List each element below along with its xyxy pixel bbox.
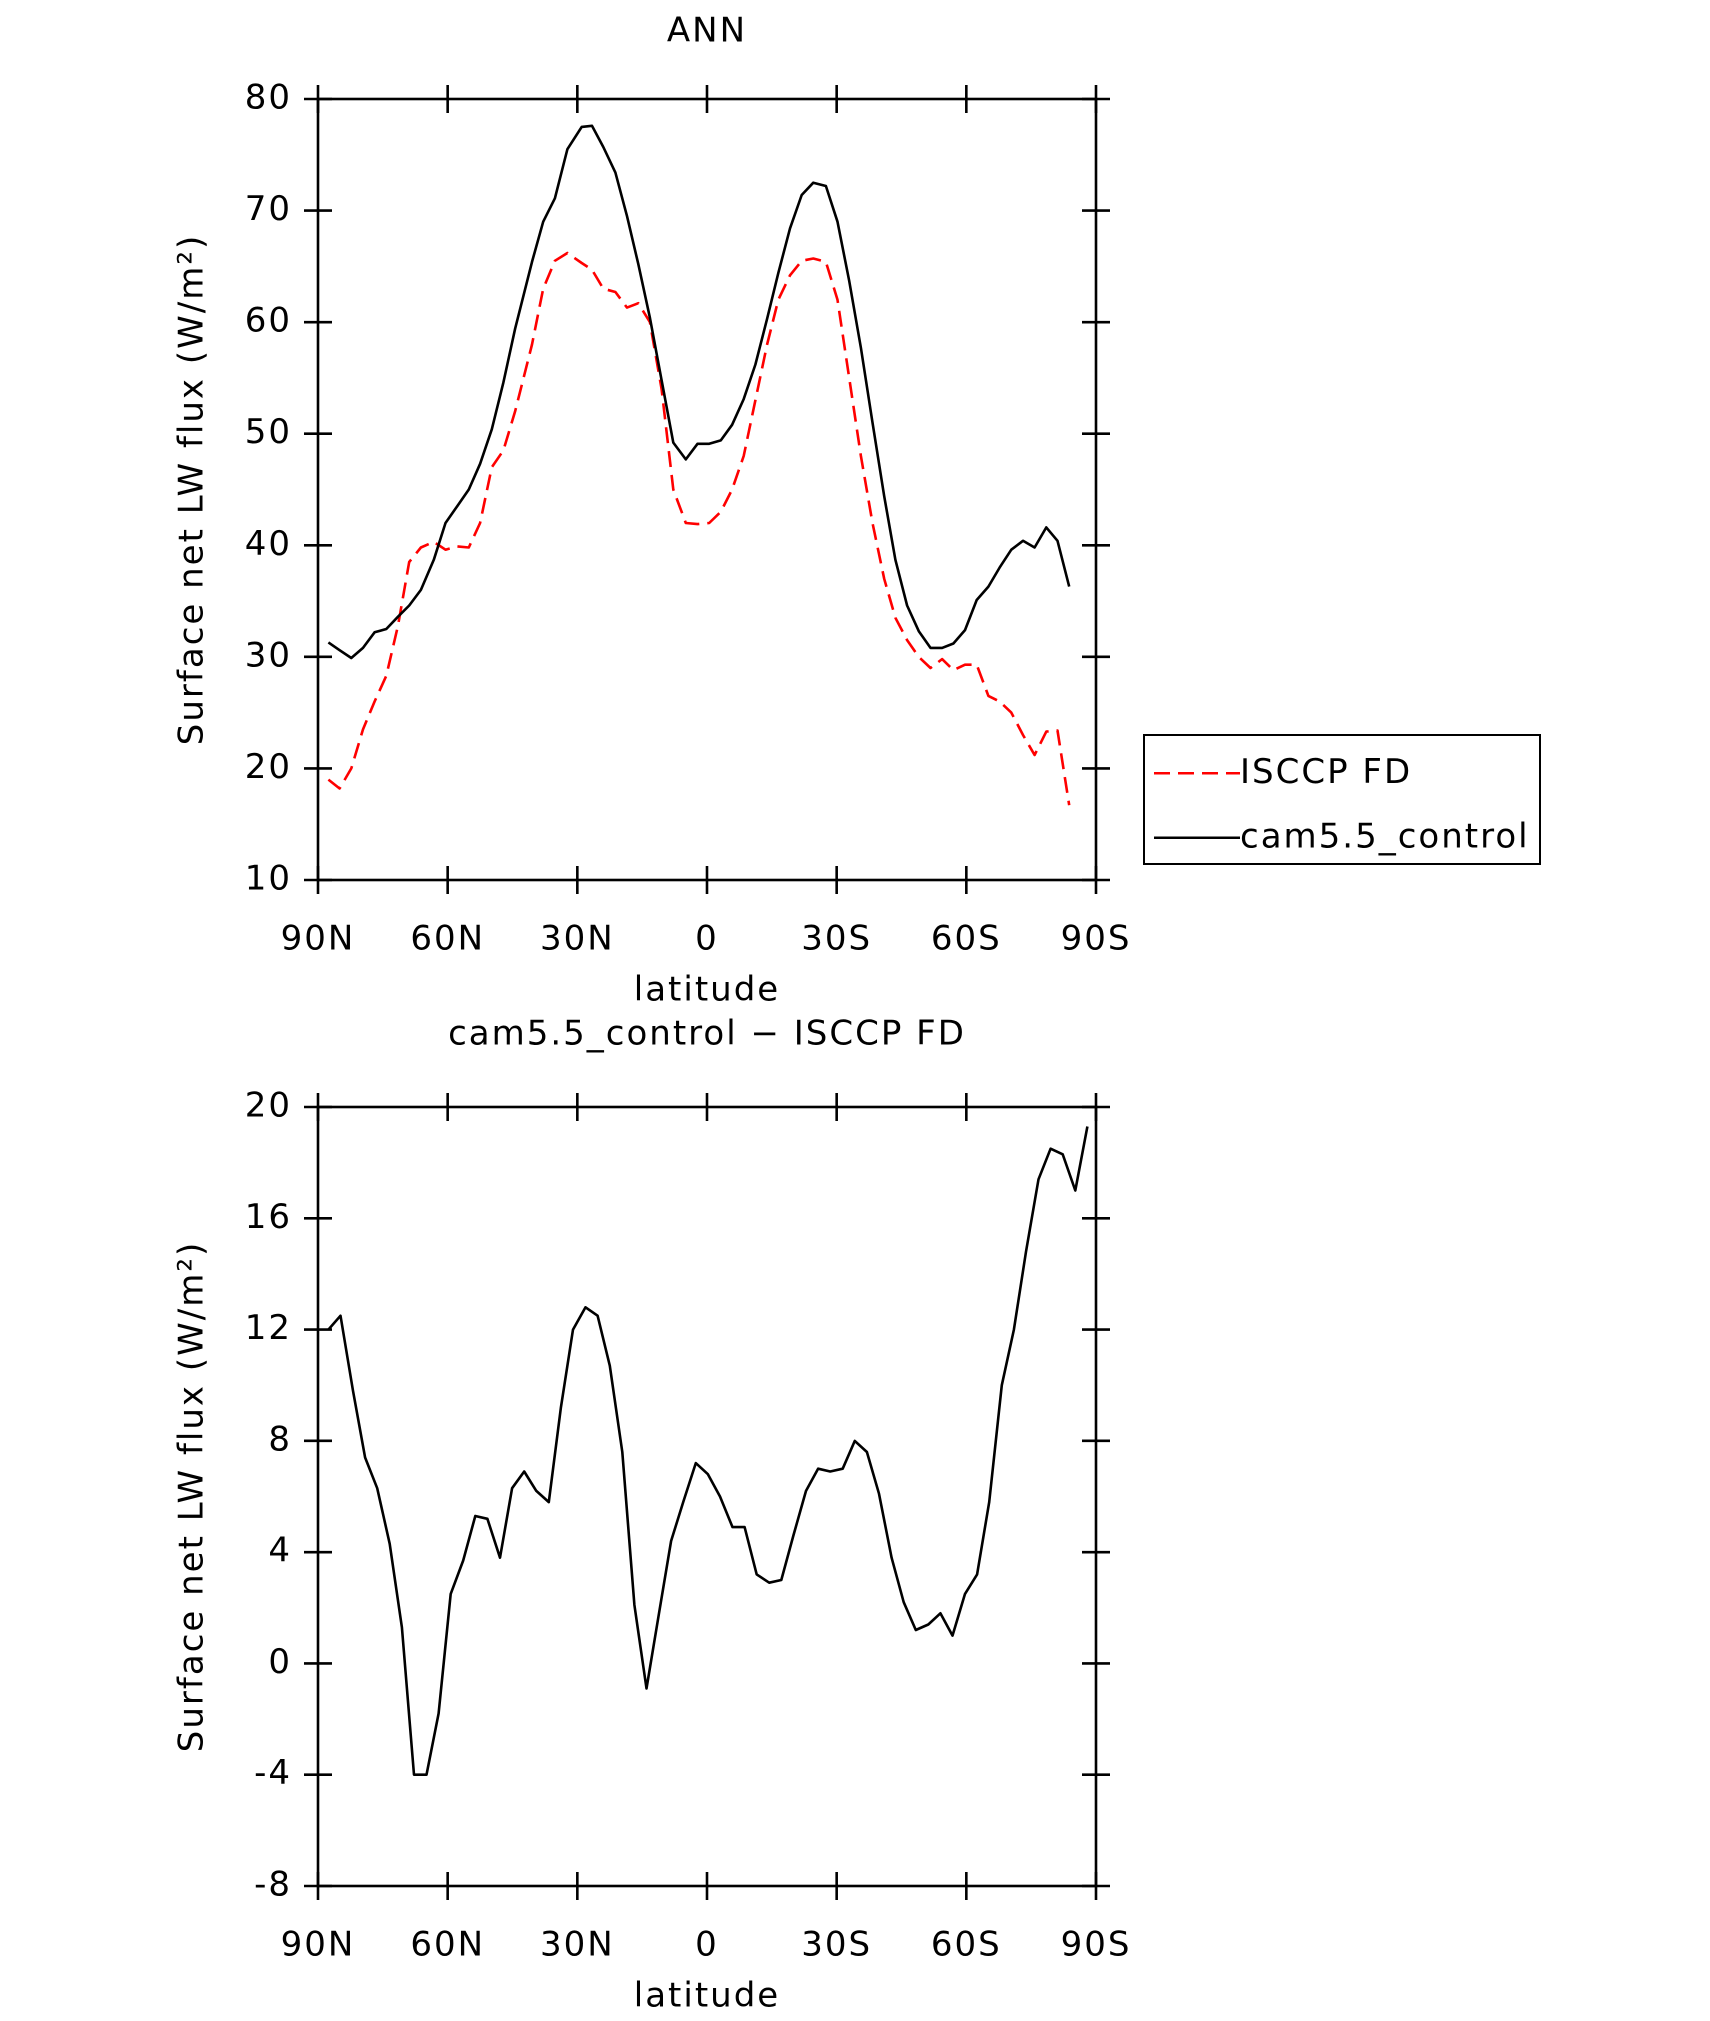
legend-label: ISCCP FD (1240, 752, 1412, 792)
y-tick-label: 50 (245, 412, 292, 452)
y-tick-label: 40 (245, 524, 292, 564)
x-tick-label: 60S (931, 919, 1002, 959)
data-line (327, 124, 1071, 660)
y-tick-label: -8 (254, 1865, 292, 1905)
data-line (327, 1126, 1089, 1776)
y-tick-label: 4 (268, 1531, 292, 1571)
x-tick-label: 0 (695, 919, 719, 959)
x-tick-label: 90S (1061, 1925, 1132, 1965)
x-tick-label: 30N (540, 919, 615, 959)
y-tick-label: 30 (245, 635, 292, 675)
y-tick-label: 70 (245, 189, 292, 229)
y-tick-label: 80 (245, 78, 292, 118)
plot-frame (316, 1105, 1098, 1888)
x-axis-label: latitude (634, 970, 780, 1010)
y-tick-label: 60 (245, 301, 292, 341)
x-axis-label: latitude (634, 1976, 780, 2016)
x-tick-label: 0 (695, 1925, 719, 1965)
x-tick-label: 60S (931, 1925, 1002, 1965)
legend-label: cam5.5_control (1240, 816, 1530, 856)
y-tick-label: 0 (268, 1642, 292, 1682)
chart-title: cam5.5_control − ISCCP FD (448, 1014, 966, 1054)
y-tick-label: 16 (245, 1197, 292, 1237)
x-tick-label: 30S (801, 919, 872, 959)
y-tick-label: 20 (245, 747, 292, 787)
y-tick-label: 20 (245, 1086, 292, 1126)
x-tick-label: 60N (410, 1925, 485, 1965)
y-axis-label: Surface net LW flux (W/m²) (172, 234, 212, 745)
chart-title: ANN (667, 11, 747, 51)
x-tick-label: 90S (1061, 919, 1132, 959)
x-tick-label: 90N (281, 1925, 356, 1965)
x-tick-label: 30S (801, 1925, 872, 1965)
plot-frame (316, 97, 1098, 882)
y-axis-label: Surface net LW flux (W/m²) (172, 1241, 212, 1752)
y-tick-label: 8 (268, 1419, 292, 1459)
data-line (327, 251, 1071, 806)
x-tick-label: 90N (281, 919, 356, 959)
y-tick-label: -4 (254, 1753, 292, 1793)
y-tick-label: 10 (245, 859, 292, 899)
x-tick-label: 30N (540, 1925, 615, 1965)
legend-box (1143, 734, 1541, 865)
x-tick-label: 60N (410, 919, 485, 959)
y-tick-label: 12 (245, 1308, 292, 1348)
